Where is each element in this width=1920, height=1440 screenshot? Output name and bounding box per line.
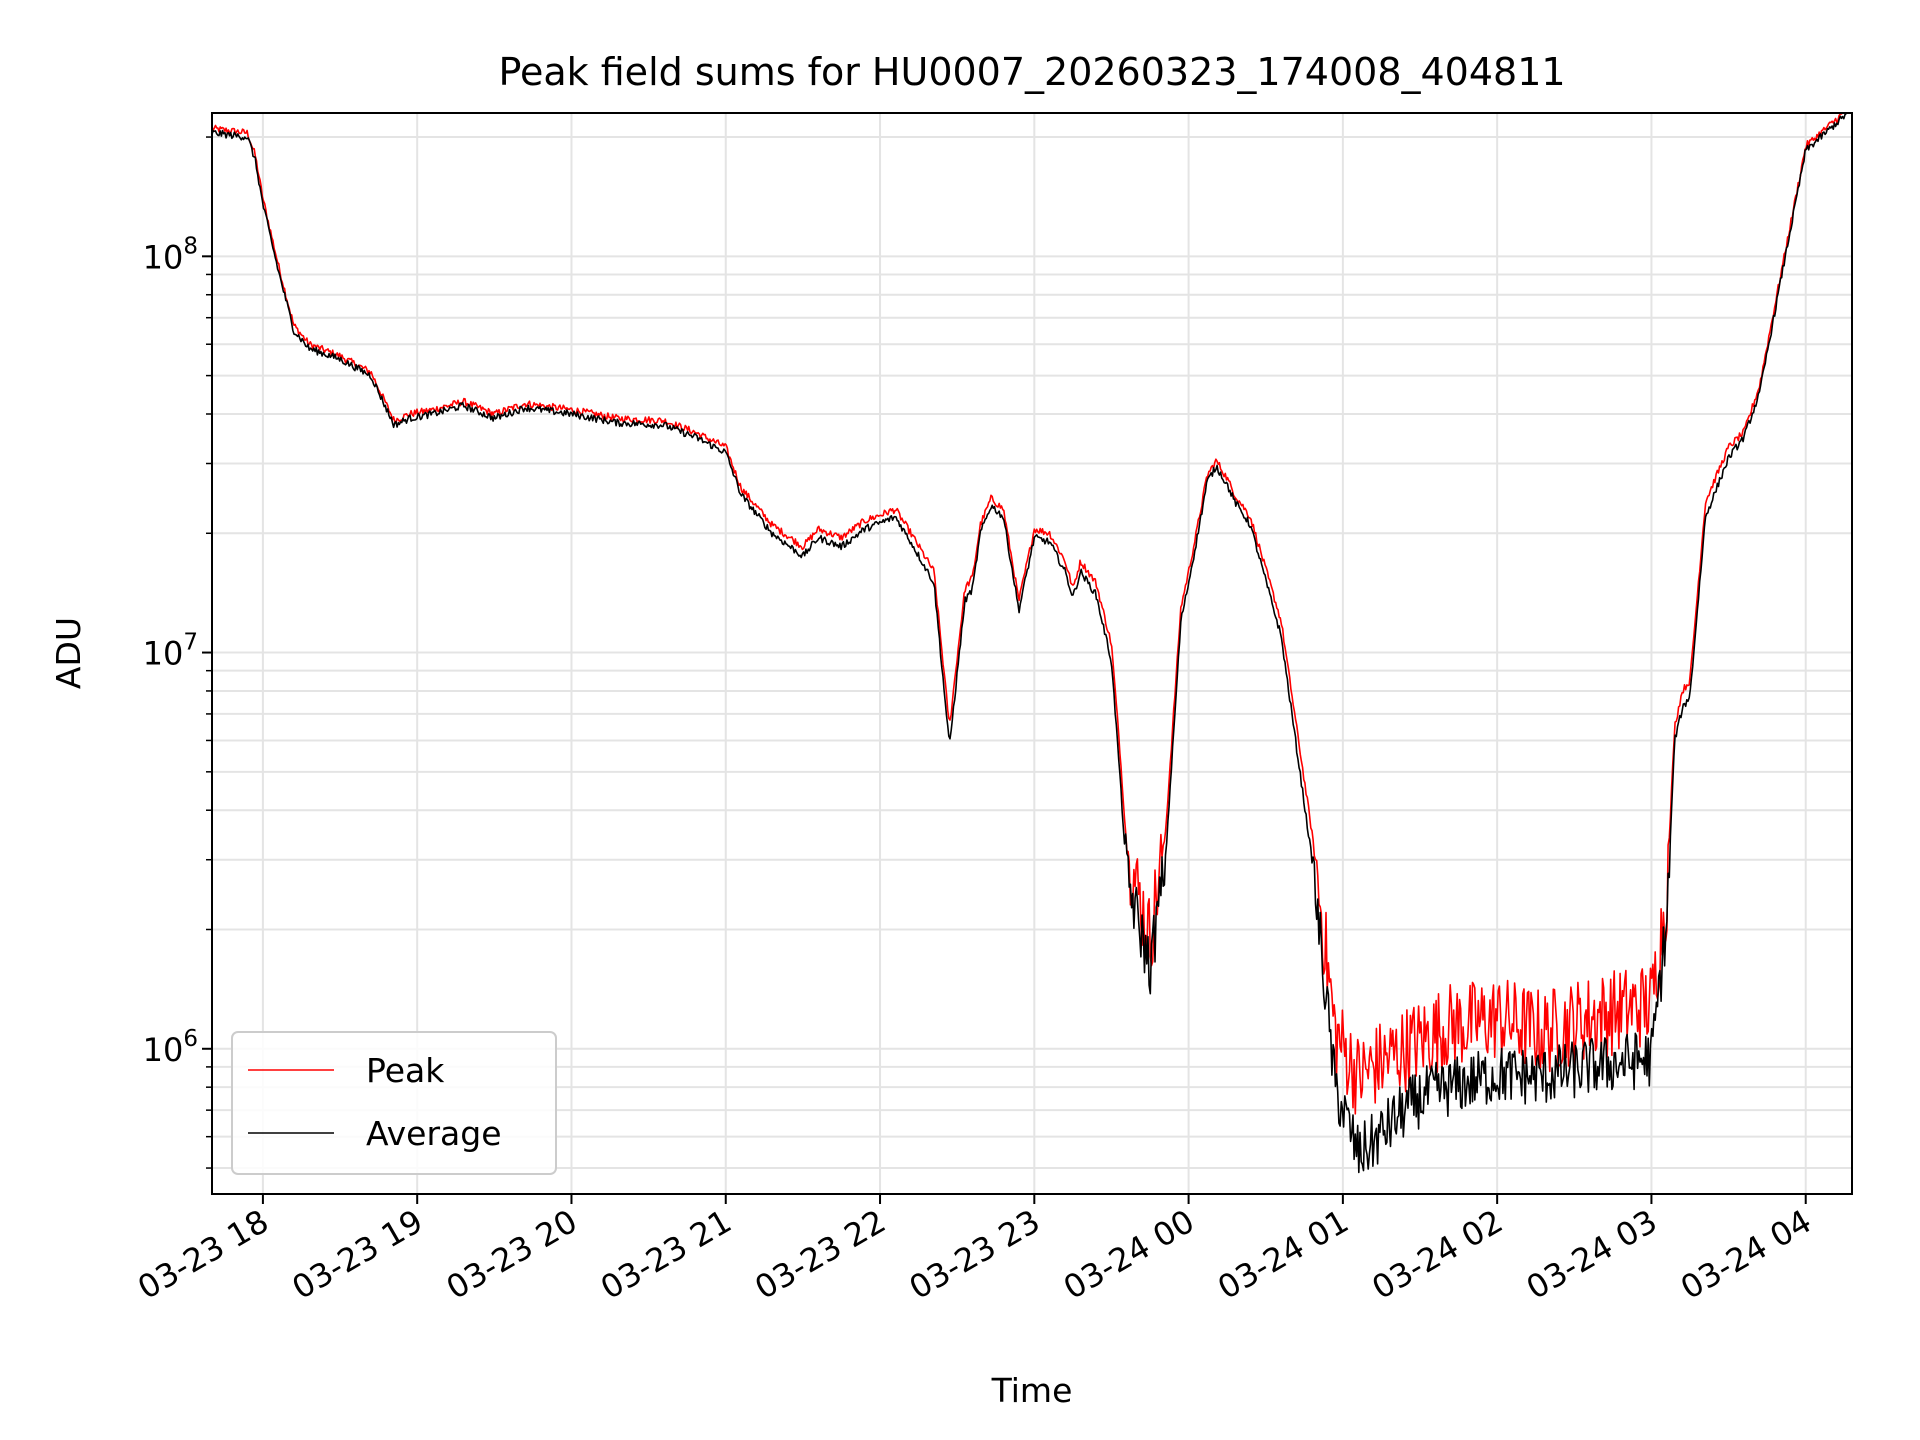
y-axis-label: ADU [49, 617, 88, 689]
x-tick-label: 03-23 19 [286, 1202, 430, 1307]
x-tick-label: 03-24 00 [1057, 1202, 1201, 1307]
y-axis: 106 107 108 [143, 136, 212, 1169]
x-tick-label: 03-23 18 [131, 1202, 275, 1307]
x-tick-label: 03-24 02 [1366, 1202, 1510, 1307]
x-axis: 03-23 18 03-23 19 03-23 20 03-23 21 03-23 22… [131, 1194, 1818, 1307]
legend-box [231, 1031, 557, 1175]
x-tick-label: 03-23 21 [594, 1202, 738, 1307]
x-tick-label: 03-24 04 [1674, 1202, 1818, 1307]
x-tick-label: 03-23 23 [903, 1202, 1047, 1307]
series-line-peak [212, 113, 1844, 1115]
x-axis-label: Time [991, 1371, 1073, 1410]
legend: Peak Average [231, 1031, 557, 1175]
legend-label-average: Average [366, 1114, 502, 1153]
x-tick-label: 03-23 22 [748, 1202, 892, 1307]
x-tick-label: 03-24 01 [1211, 1202, 1355, 1307]
series-line-average [212, 113, 1848, 1174]
x-tick-label: 03-23 20 [440, 1202, 584, 1307]
y-tick-label: 106 [143, 1026, 198, 1069]
plot-area [212, 113, 1848, 1174]
y-tick-label: 107 [143, 630, 198, 673]
chart-title: Peak field sums for HU0007_20260323_1740… [498, 50, 1565, 94]
y-tick-label: 108 [143, 233, 198, 276]
x-tick-label: 03-24 03 [1520, 1202, 1664, 1307]
legend-label-peak: Peak [366, 1051, 445, 1090]
